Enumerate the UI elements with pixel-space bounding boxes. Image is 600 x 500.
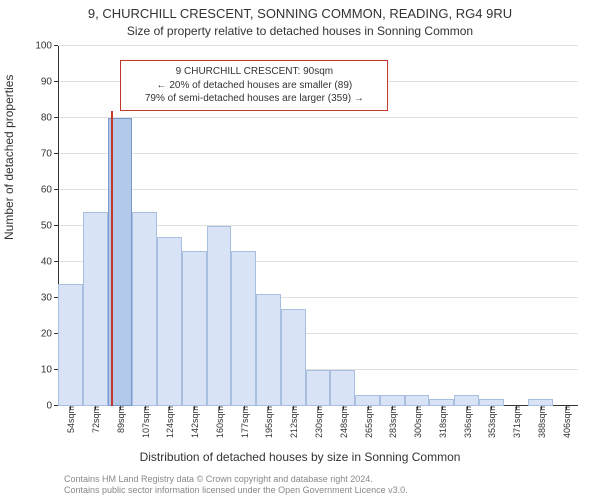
credits-line-1: Contains HM Land Registry data © Crown c… xyxy=(64,474,408,485)
y-axis-label: Number of detached properties xyxy=(2,75,16,240)
xtick-label: 72sqm xyxy=(89,406,101,433)
ytick-label: 90 xyxy=(22,77,58,88)
annotation-line: ← 20% of detached houses are smaller (89… xyxy=(129,79,379,93)
histogram-bar xyxy=(306,370,331,406)
chart-subtitle: Size of property relative to detached ho… xyxy=(0,24,600,38)
histogram-bar xyxy=(479,399,504,406)
xtick-label: 177sqm xyxy=(238,406,250,438)
histogram-bar xyxy=(83,212,108,406)
xtick-label: 212sqm xyxy=(287,406,299,438)
ytick-label: 20 xyxy=(22,329,58,340)
xtick-label: 248sqm xyxy=(337,406,349,438)
xtick-label: 318sqm xyxy=(436,406,448,438)
xtick-label: 371sqm xyxy=(510,406,522,438)
annotation-line: 79% of semi-detached houses are larger (… xyxy=(129,92,379,106)
xtick-label: 388sqm xyxy=(535,406,547,438)
histogram-bar xyxy=(429,399,454,406)
ytick-label: 0 xyxy=(22,401,58,412)
xtick-label: 160sqm xyxy=(213,406,225,438)
xtick-label: 336sqm xyxy=(461,406,473,438)
chart-title: 9, CHURCHILL CRESCENT, SONNING COMMON, R… xyxy=(0,6,600,21)
ytick-label: 10 xyxy=(22,365,58,376)
xtick-label: 89sqm xyxy=(114,406,126,433)
histogram-bar xyxy=(454,395,479,406)
histogram-bar xyxy=(256,294,281,406)
histogram-bar xyxy=(281,309,306,406)
annotation-box: 9 CHURCHILL CRESCENT: 90sqm← 20% of deta… xyxy=(120,60,388,111)
histogram-bar xyxy=(528,399,553,406)
xtick-label: 142sqm xyxy=(188,406,200,438)
histogram-bar xyxy=(380,395,405,406)
ytick-label: 50 xyxy=(22,221,58,232)
xtick-label: 124sqm xyxy=(163,406,175,438)
ytick-label: 100 xyxy=(22,41,58,52)
xtick-label: 353sqm xyxy=(485,406,497,438)
histogram-bar xyxy=(58,284,83,406)
histogram-bar xyxy=(182,251,207,406)
property-marker-line xyxy=(111,111,113,406)
xtick-label: 265sqm xyxy=(362,406,374,438)
annotation-line: 9 CHURCHILL CRESCENT: 90sqm xyxy=(129,65,379,79)
xtick-label: 283sqm xyxy=(386,406,398,438)
histogram-bar xyxy=(355,395,380,406)
ytick-label: 70 xyxy=(22,149,58,160)
xtick-label: 230sqm xyxy=(312,406,324,438)
chart-container: 9, CHURCHILL CRESCENT, SONNING COMMON, R… xyxy=(0,0,600,500)
histogram-bar xyxy=(330,370,355,406)
ytick-label: 80 xyxy=(22,113,58,124)
ytick-label: 30 xyxy=(22,293,58,304)
xtick-label: 300sqm xyxy=(411,406,423,438)
histogram-bar xyxy=(231,251,256,406)
x-axis-label: Distribution of detached houses by size … xyxy=(0,450,600,464)
histogram-bar xyxy=(405,395,430,406)
ytick-label: 40 xyxy=(22,257,58,268)
histogram-bar xyxy=(207,226,232,406)
xtick-label: 406sqm xyxy=(560,406,572,438)
plot-area: 010203040506070809010054sqm72sqm89sqm107… xyxy=(58,46,578,406)
histogram-bar xyxy=(132,212,157,406)
xtick-label: 107sqm xyxy=(139,406,151,438)
credits-text: Contains HM Land Registry data © Crown c… xyxy=(64,474,408,497)
credits-line-2: Contains public sector information licen… xyxy=(64,485,408,496)
ytick-label: 60 xyxy=(22,185,58,196)
xtick-label: 54sqm xyxy=(64,406,76,433)
xtick-label: 195sqm xyxy=(262,406,274,438)
histogram-bar xyxy=(157,237,182,406)
